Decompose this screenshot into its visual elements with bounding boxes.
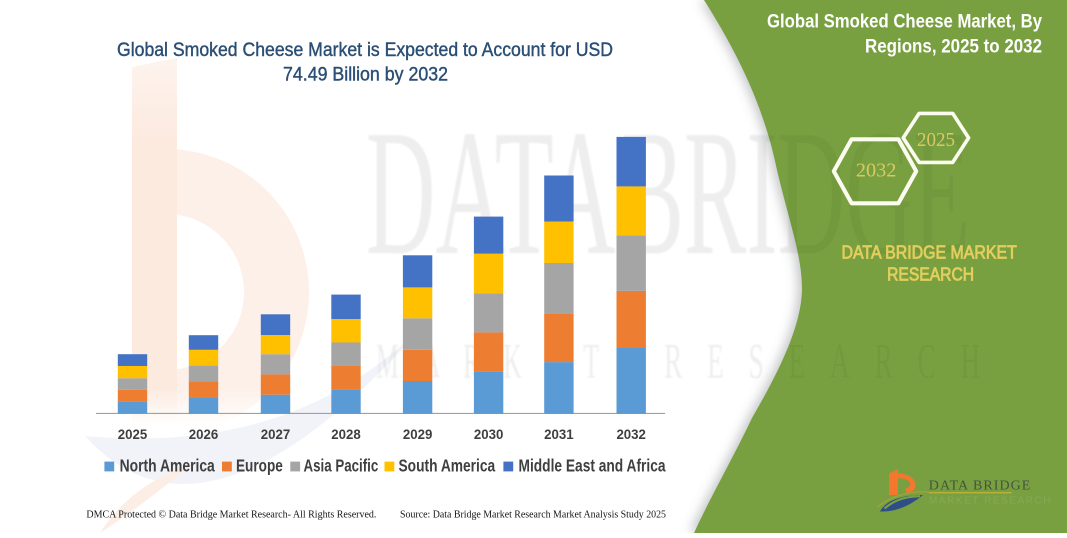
svg-text:MARKET RESEARCH: MARKET RESEARCH	[929, 496, 1052, 507]
svg-text:2025: 2025	[118, 427, 148, 442]
svg-text:DATA BRIDGE: DATA BRIDGE	[929, 479, 1032, 494]
svg-text:2025: 2025	[917, 130, 955, 151]
svg-text:2029: 2029	[403, 427, 433, 442]
svg-text:DMCA Protected © Data Bridge M: DMCA Protected © Data Bridge Market Rese…	[86, 510, 376, 521]
svg-text:Asia Pacific: Asia Pacific	[304, 455, 379, 475]
svg-text:2031: 2031	[544, 427, 574, 442]
svg-text:Regions, 2025 to 2032: Regions, 2025 to 2032	[865, 36, 1042, 58]
svg-text:DATA BRIDGE MARKET: DATA BRIDGE MARKET	[842, 242, 1017, 262]
svg-text:2026: 2026	[189, 427, 219, 442]
svg-text:74.49 Billion by 2032: 74.49 Billion by 2032	[283, 64, 448, 85]
svg-text:Global Smoked Cheese Market is: Global Smoked Cheese Market is Expected …	[117, 40, 613, 61]
svg-text:2028: 2028	[331, 427, 361, 442]
svg-text:North America: North America	[120, 455, 215, 475]
svg-text:2032: 2032	[856, 161, 897, 182]
svg-text:South America: South America	[399, 455, 496, 475]
svg-text:Source: Data Bridge Market Res: Source: Data Bridge Market Research Mark…	[400, 510, 666, 521]
svg-text:Middle East and Africa: Middle East and Africa	[519, 455, 666, 475]
svg-text:2032: 2032	[616, 427, 646, 442]
svg-text:2030: 2030	[474, 427, 504, 442]
svg-text:2027: 2027	[261, 427, 291, 442]
svg-text:RESEARCH: RESEARCH	[887, 264, 974, 284]
svg-text:Global Smoked Cheese Market, B: Global Smoked Cheese Market, By	[767, 11, 1042, 33]
svg-text:Europe: Europe	[236, 455, 283, 475]
